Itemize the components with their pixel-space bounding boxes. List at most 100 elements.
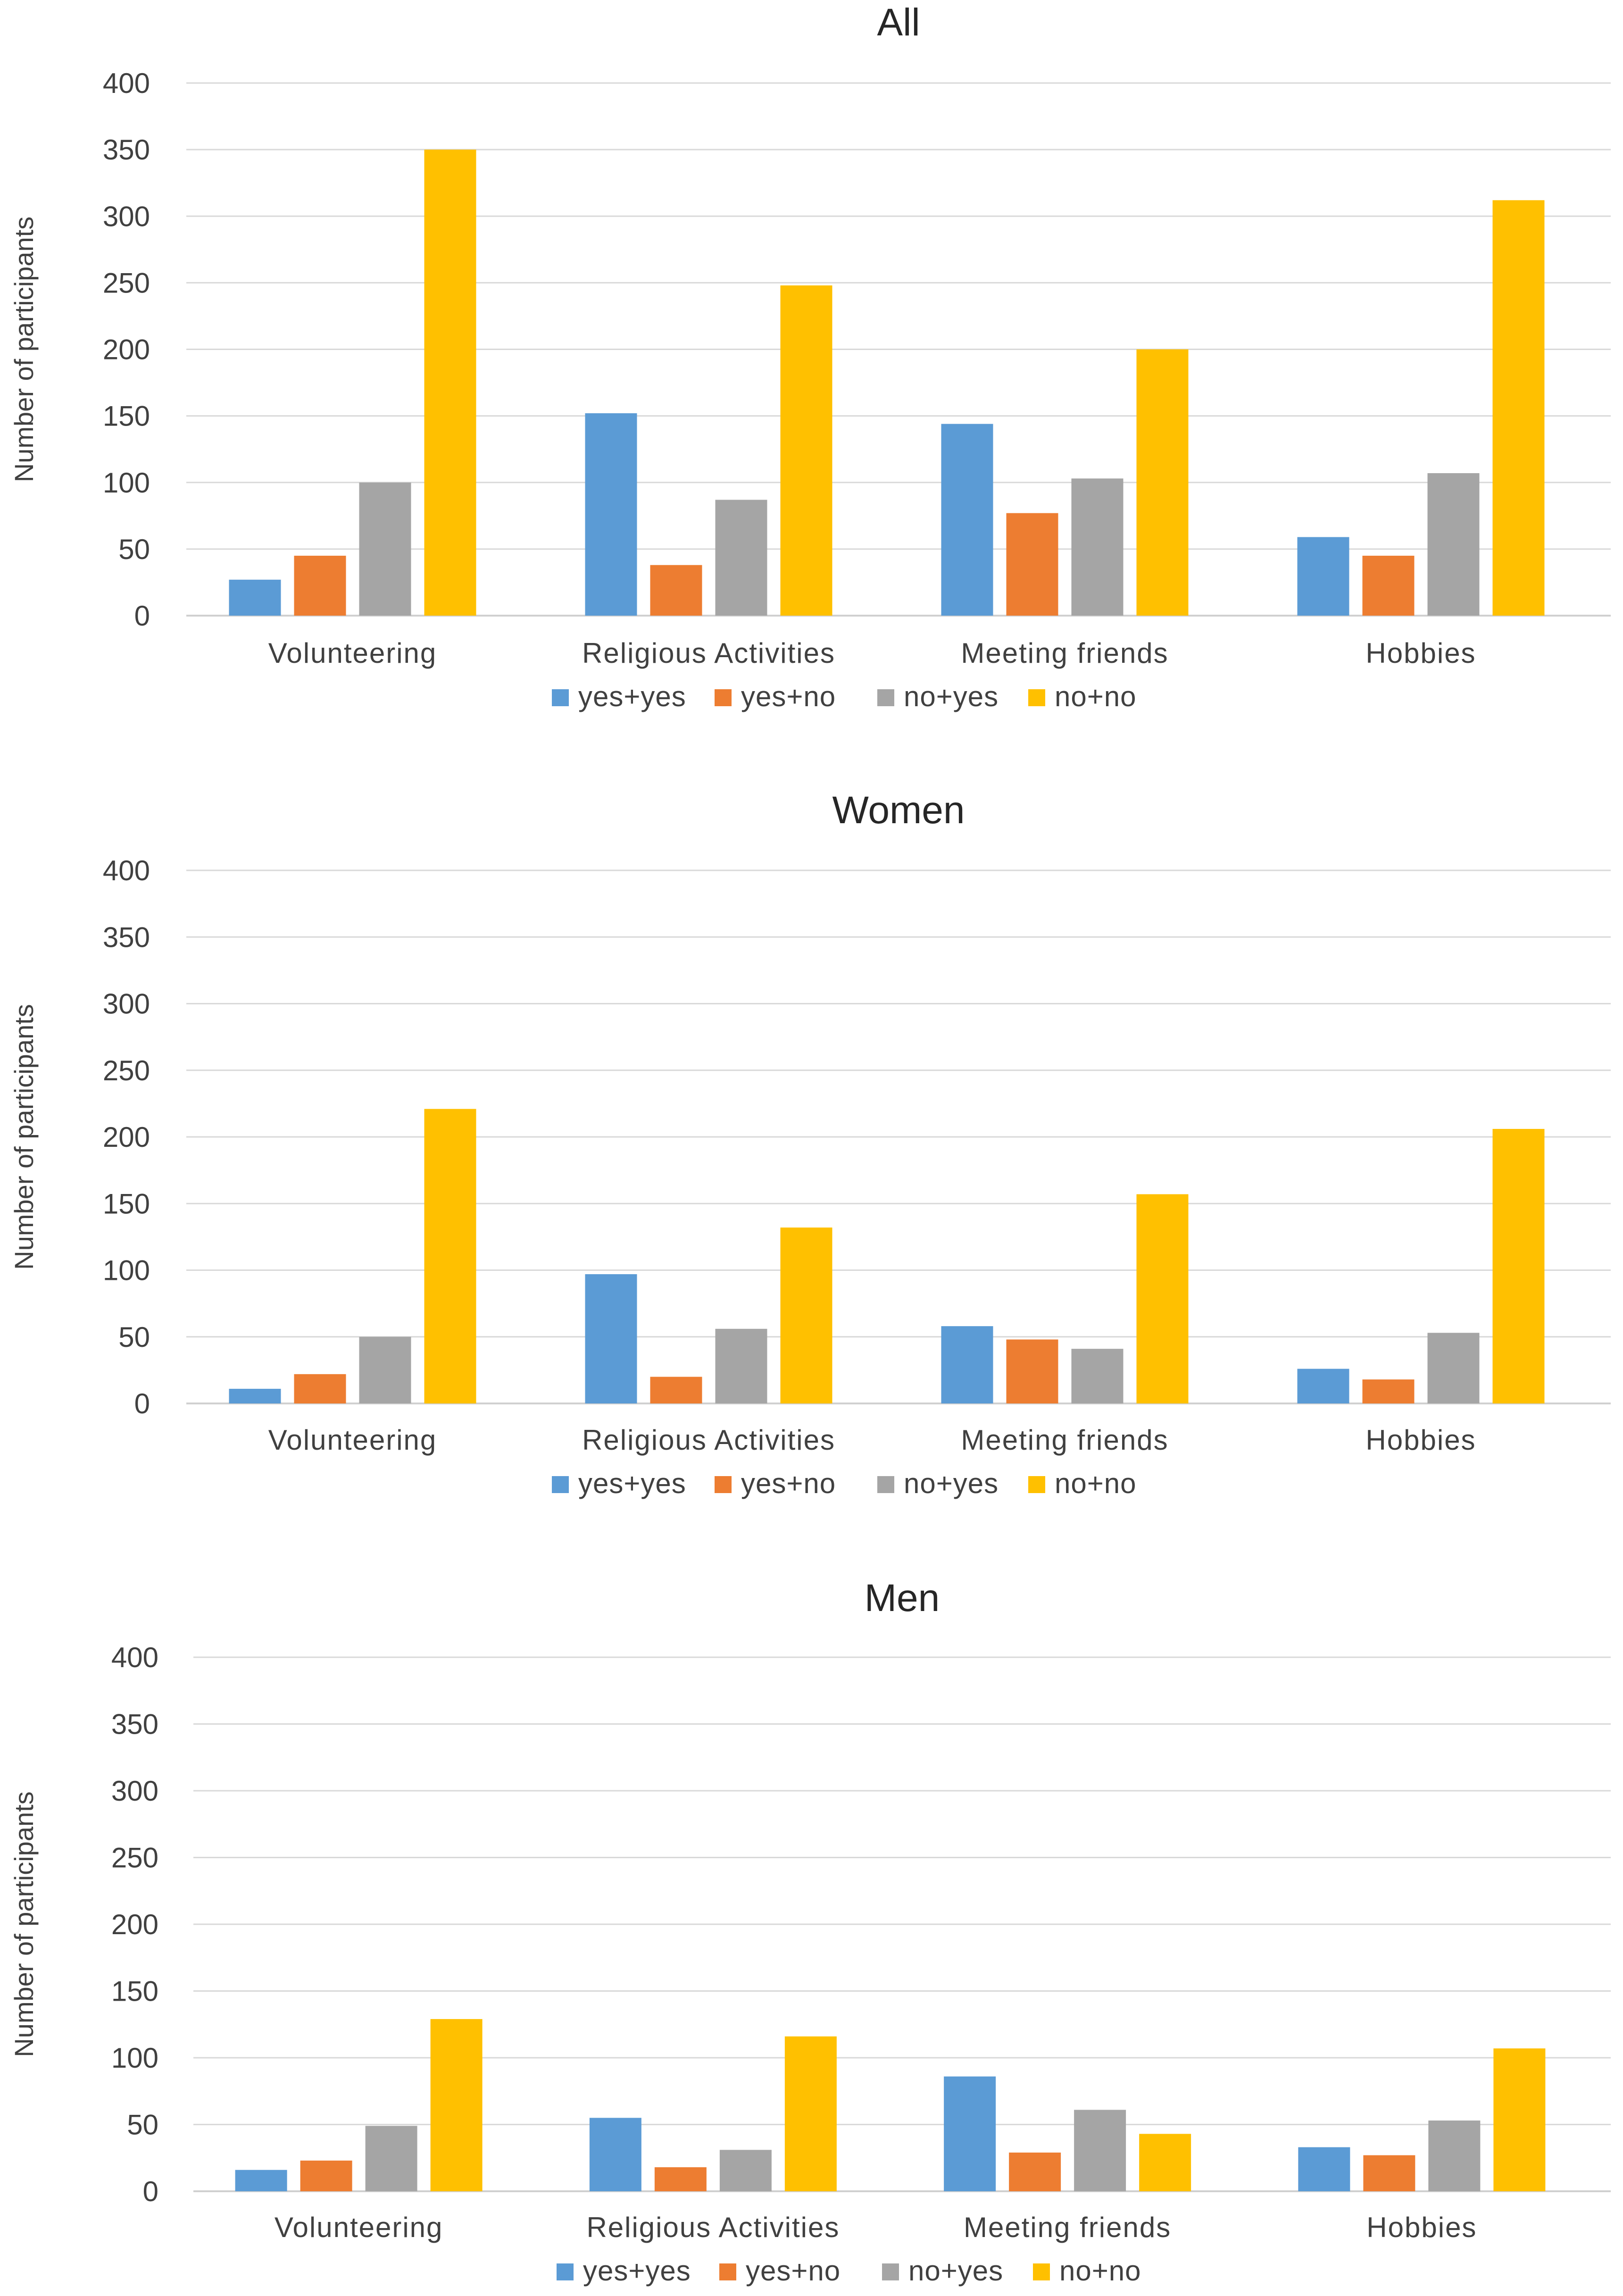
y-tick-label-150: 150 [111, 1976, 158, 2007]
x-category-label-meeting-friends: Meeting friends [961, 1424, 1168, 1456]
bar-hobbies-yes-no [1362, 555, 1415, 616]
legend-label: yes+yes [583, 2255, 691, 2287]
y-axis-title: Number of participants [9, 1791, 39, 2057]
bar-hobbies-yes-yes [1297, 1369, 1349, 1403]
y-tick-label-100: 100 [103, 1255, 150, 1286]
bar-meeting-friends-yes-yes [944, 2076, 996, 2191]
y-tick-label-350: 350 [103, 921, 150, 953]
bar-religious-activities-no-yes [715, 1328, 767, 1403]
x-category-label-religious-activities: Religious Activities [582, 637, 835, 669]
legend-item-yes-no: yes+no [719, 2255, 841, 2287]
bar-meeting-friends-no-yes [1074, 2110, 1126, 2191]
y-tick-label-400: 400 [103, 855, 150, 886]
legend-swatch [877, 1476, 894, 1493]
bar-volunteering-yes-yes [229, 579, 281, 616]
legend-label: yes+no [741, 681, 836, 712]
bar-hobbies-yes-yes [1297, 537, 1349, 616]
y-tick-label-250: 250 [103, 267, 150, 299]
bar-religious-activities-no-yes [719, 2150, 772, 2191]
y-tick-label-150: 150 [103, 1188, 150, 1219]
legend-label: yes+no [746, 2255, 841, 2287]
bar-religious-activities-yes-yes [589, 2118, 641, 2191]
legend-item-yes-yes: yes+yes [552, 1468, 686, 1499]
bar-religious-activities-yes-no [654, 2167, 707, 2191]
bar-hobbies-no-yes [1427, 473, 1480, 616]
legend-label: no+no [1055, 681, 1137, 712]
chart-men: Men Number of participants 0 50 100 150 200 250… [9, 1577, 1611, 2287]
bar-volunteering-no-yes [359, 482, 411, 616]
y-tick-label-50: 50 [118, 1321, 150, 1353]
legend-label: no+yes [904, 1468, 999, 1499]
legend-swatch [715, 1476, 732, 1493]
bar-meeting-friends-yes-no [1009, 2152, 1061, 2191]
bar-hobbies-yes-no [1362, 1379, 1415, 1403]
bar-religious-activities-yes-no [650, 1377, 702, 1403]
legend-swatch [877, 689, 894, 706]
legend-item-yes-no: yes+no [715, 681, 836, 712]
chart-women: Women Number of participants 0 50 100 150 200 2… [9, 789, 1611, 1499]
y-tick-label-0: 0 [134, 600, 150, 632]
chart-title: Men [865, 1577, 940, 1620]
x-category-label-religious-activities: Religious Activities [586, 2212, 840, 2243]
y-axis-title: Number of participants [9, 217, 39, 482]
bar-hobbies-no-no [1492, 1129, 1545, 1403]
bar-religious-activities-no-no [780, 285, 832, 616]
y-tick-label-50: 50 [118, 534, 150, 565]
bar-religious-activities-yes-yes [585, 413, 637, 616]
bar-meeting-friends-yes-yes [941, 1326, 993, 1403]
x-category-label-volunteering: Volunteering [268, 637, 437, 669]
bar-volunteering-yes-yes [229, 1388, 281, 1403]
legend-label: yes+yes [578, 681, 686, 712]
x-category-label-volunteering: Volunteering [268, 1424, 437, 1456]
legend-swatch [1028, 1476, 1045, 1493]
bar-volunteering-no-no [430, 2019, 483, 2191]
y-tick-label-250: 250 [103, 1055, 150, 1086]
y-tick-label-400: 400 [103, 67, 150, 99]
bar-volunteering-yes-no [294, 1374, 346, 1403]
bar-meeting-friends-no-no [1136, 349, 1189, 616]
legend-swatch [552, 1476, 569, 1493]
legend-item-yes-yes: yes+yes [557, 2255, 691, 2287]
y-tick-label-0: 0 [134, 1388, 150, 1419]
bar-religious-activities-no-no [780, 1227, 832, 1403]
y-tick-label-400: 400 [111, 1642, 158, 1673]
legend-label: no+no [1055, 1468, 1137, 1499]
bar-volunteering-no-yes [365, 2126, 417, 2191]
legend-label: yes+yes [578, 1468, 686, 1499]
bar-meeting-friends-no-yes [1071, 478, 1124, 616]
bar-volunteering-no-no [424, 1109, 476, 1403]
bar-meeting-friends-no-no [1136, 1194, 1189, 1403]
legend-swatch [1033, 2263, 1050, 2280]
y-tick-label-150: 150 [103, 401, 150, 432]
legend-swatch [552, 689, 569, 706]
y-tick-label-350: 350 [111, 1709, 158, 1740]
legend-swatch [557, 2263, 574, 2280]
y-axis-title: Number of participants [9, 1004, 39, 1269]
legend-item-no-yes: no+yes [882, 2255, 1003, 2287]
bar-hobbies-no-yes [1428, 2121, 1481, 2191]
bar-religious-activities-yes-no [650, 565, 702, 616]
bar-religious-activities-no-yes [715, 500, 767, 616]
chart-title: All [877, 1, 920, 44]
legend-item-no-yes: no+yes [877, 681, 998, 712]
legend-swatch [715, 689, 732, 706]
legend-item-no-no: no+no [1033, 2255, 1141, 2287]
bar-volunteering-yes-no [300, 2160, 352, 2191]
y-tick-label-250: 250 [111, 1842, 158, 1874]
legend-item-yes-no: yes+no [715, 1468, 836, 1499]
legend-item-no-yes: no+yes [877, 1468, 999, 1499]
legend-item-yes-yes: yes+yes [552, 681, 686, 712]
x-category-label-religious-activities: Religious Activities [582, 1424, 835, 1456]
y-tick-label-350: 350 [103, 134, 150, 166]
legend-label: yes+no [741, 1468, 836, 1499]
legend-swatch [719, 2263, 736, 2280]
x-category-label-hobbies: Hobbies [1365, 637, 1476, 669]
bar-religious-activities-yes-yes [585, 1274, 637, 1403]
x-category-label-hobbies: Hobbies [1365, 1424, 1476, 1456]
bar-meeting-friends-yes-no [1006, 513, 1058, 616]
chart-title: Women [832, 789, 965, 832]
x-category-label-volunteering: Volunteering [275, 2212, 443, 2243]
bar-volunteering-yes-no [294, 555, 346, 616]
y-tick-label-0: 0 [143, 2176, 158, 2207]
